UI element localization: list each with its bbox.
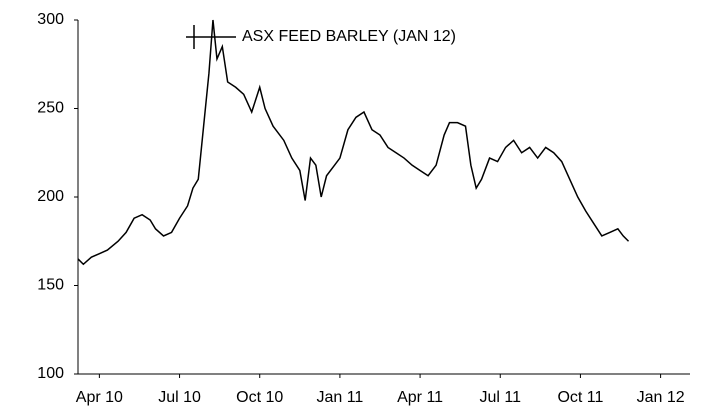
x-tick-label: Apr 10: [76, 389, 123, 406]
x-tick-label: Oct 10: [236, 389, 283, 406]
x-tick-label: Apr 11: [397, 389, 443, 406]
x-tick-label: Jan 12: [637, 389, 685, 406]
line: [77, 19, 630, 266]
y-tick-label: 200: [37, 188, 64, 205]
y-tick-label: 150: [37, 277, 64, 294]
x-tick-label: Jan 11: [316, 389, 363, 406]
y-tick-label: 100: [37, 365, 64, 382]
x-tick-label: Oct 11: [557, 389, 603, 406]
x-tick-label: Jul 10: [158, 389, 201, 406]
y-tick-label: 250: [37, 100, 64, 117]
x-tick-label: Jul 11: [479, 389, 521, 406]
legend-label: ASX FEED BARLEY (JAN 12): [242, 28, 456, 45]
y-tick-label: 300: [37, 11, 64, 28]
